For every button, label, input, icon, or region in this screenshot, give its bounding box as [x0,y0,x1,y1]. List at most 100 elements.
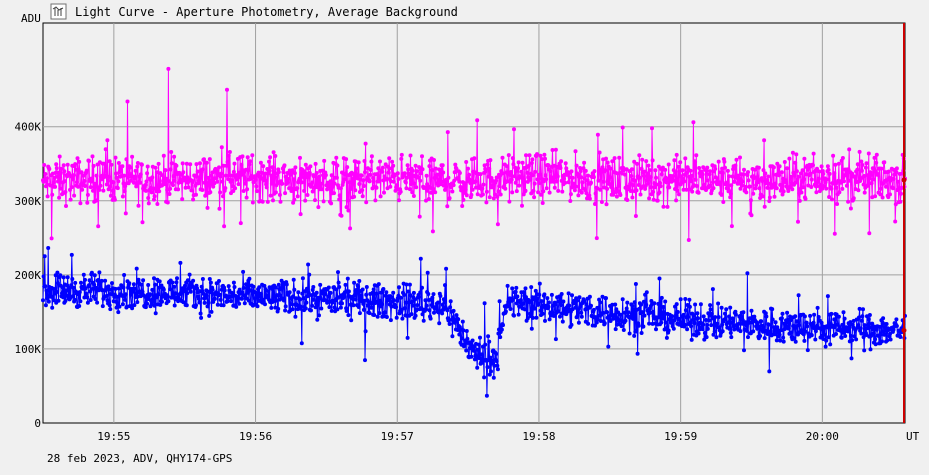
data-point [153,311,158,316]
data-point [599,200,604,204]
data-point [133,174,137,179]
data-point [107,303,112,308]
data-point [796,174,801,179]
data-point [343,282,348,287]
data-point [440,163,445,168]
data-point [847,147,852,152]
data-point [633,214,638,218]
data-point [69,185,74,190]
data-point [380,165,385,170]
data-point [85,192,90,197]
data-point [103,278,108,283]
data-point [409,312,414,317]
data-point [864,161,869,166]
data-point [789,174,794,179]
data-point [318,296,323,301]
data-point [291,177,296,182]
data-point [860,314,865,319]
data-point [848,320,853,325]
data-point [771,165,776,170]
data-point [487,166,492,171]
data-point [854,337,859,342]
data-point [359,173,364,178]
data-point [843,173,848,177]
data-point [168,287,173,292]
data-point [589,303,593,308]
data-point [558,166,563,170]
data-point [873,337,878,342]
data-point [352,280,357,285]
data-point [881,316,886,321]
data-point [222,288,227,293]
data-point [380,169,385,174]
data-point [605,160,610,165]
data-point [70,177,75,182]
data-point [830,197,834,202]
data-point [524,295,528,300]
data-point [836,314,841,319]
data-point [479,352,484,357]
data-point [319,181,324,186]
data-point [447,322,452,326]
data-point [122,189,127,194]
data-point [279,286,284,290]
data-point [715,321,719,326]
data-point [183,283,187,288]
series-magenta [41,66,907,242]
data-point [473,179,478,184]
data-point [163,168,168,173]
data-point [665,204,670,209]
data-point [250,153,255,158]
data-point [206,181,210,186]
data-point [44,288,49,293]
data-point [346,208,351,213]
data-point [547,300,551,305]
data-point [563,180,568,185]
data-point [218,292,223,297]
data-point [278,293,283,298]
data-point [321,199,326,204]
data-point [728,191,733,196]
data-point [659,320,664,325]
data-point [505,164,510,169]
data-point [815,166,819,171]
data-point [674,313,679,318]
data-point [840,156,845,160]
y-tick-label: 200K [15,269,42,282]
data-point [425,188,430,193]
data-point [386,164,390,169]
data-point [403,180,408,185]
data-point [704,335,709,340]
data-point [417,295,422,299]
data-point [846,329,851,334]
data-point [418,171,423,176]
data-point [407,282,412,287]
data-point [766,174,771,179]
data-point [692,321,697,325]
data-point [873,342,878,347]
data-point [125,99,130,104]
data-point [556,188,561,193]
data-point [181,300,186,305]
data-point [104,293,109,298]
data-point [696,331,701,336]
data-point [890,186,895,191]
data-point [76,184,81,189]
data-point [724,307,729,312]
data-point [862,190,867,195]
data-point [334,155,339,160]
data-point [155,202,160,206]
data-point [376,282,381,287]
data-point [661,305,666,309]
data-point [273,285,278,290]
data-point [446,175,451,180]
data-point [797,198,802,203]
data-point [461,197,466,202]
data-point [527,153,532,158]
data-point [849,356,854,361]
data-point [55,174,60,179]
data-point [779,316,784,321]
data-point [431,187,436,192]
data-point [511,162,516,167]
data-point [160,173,165,178]
